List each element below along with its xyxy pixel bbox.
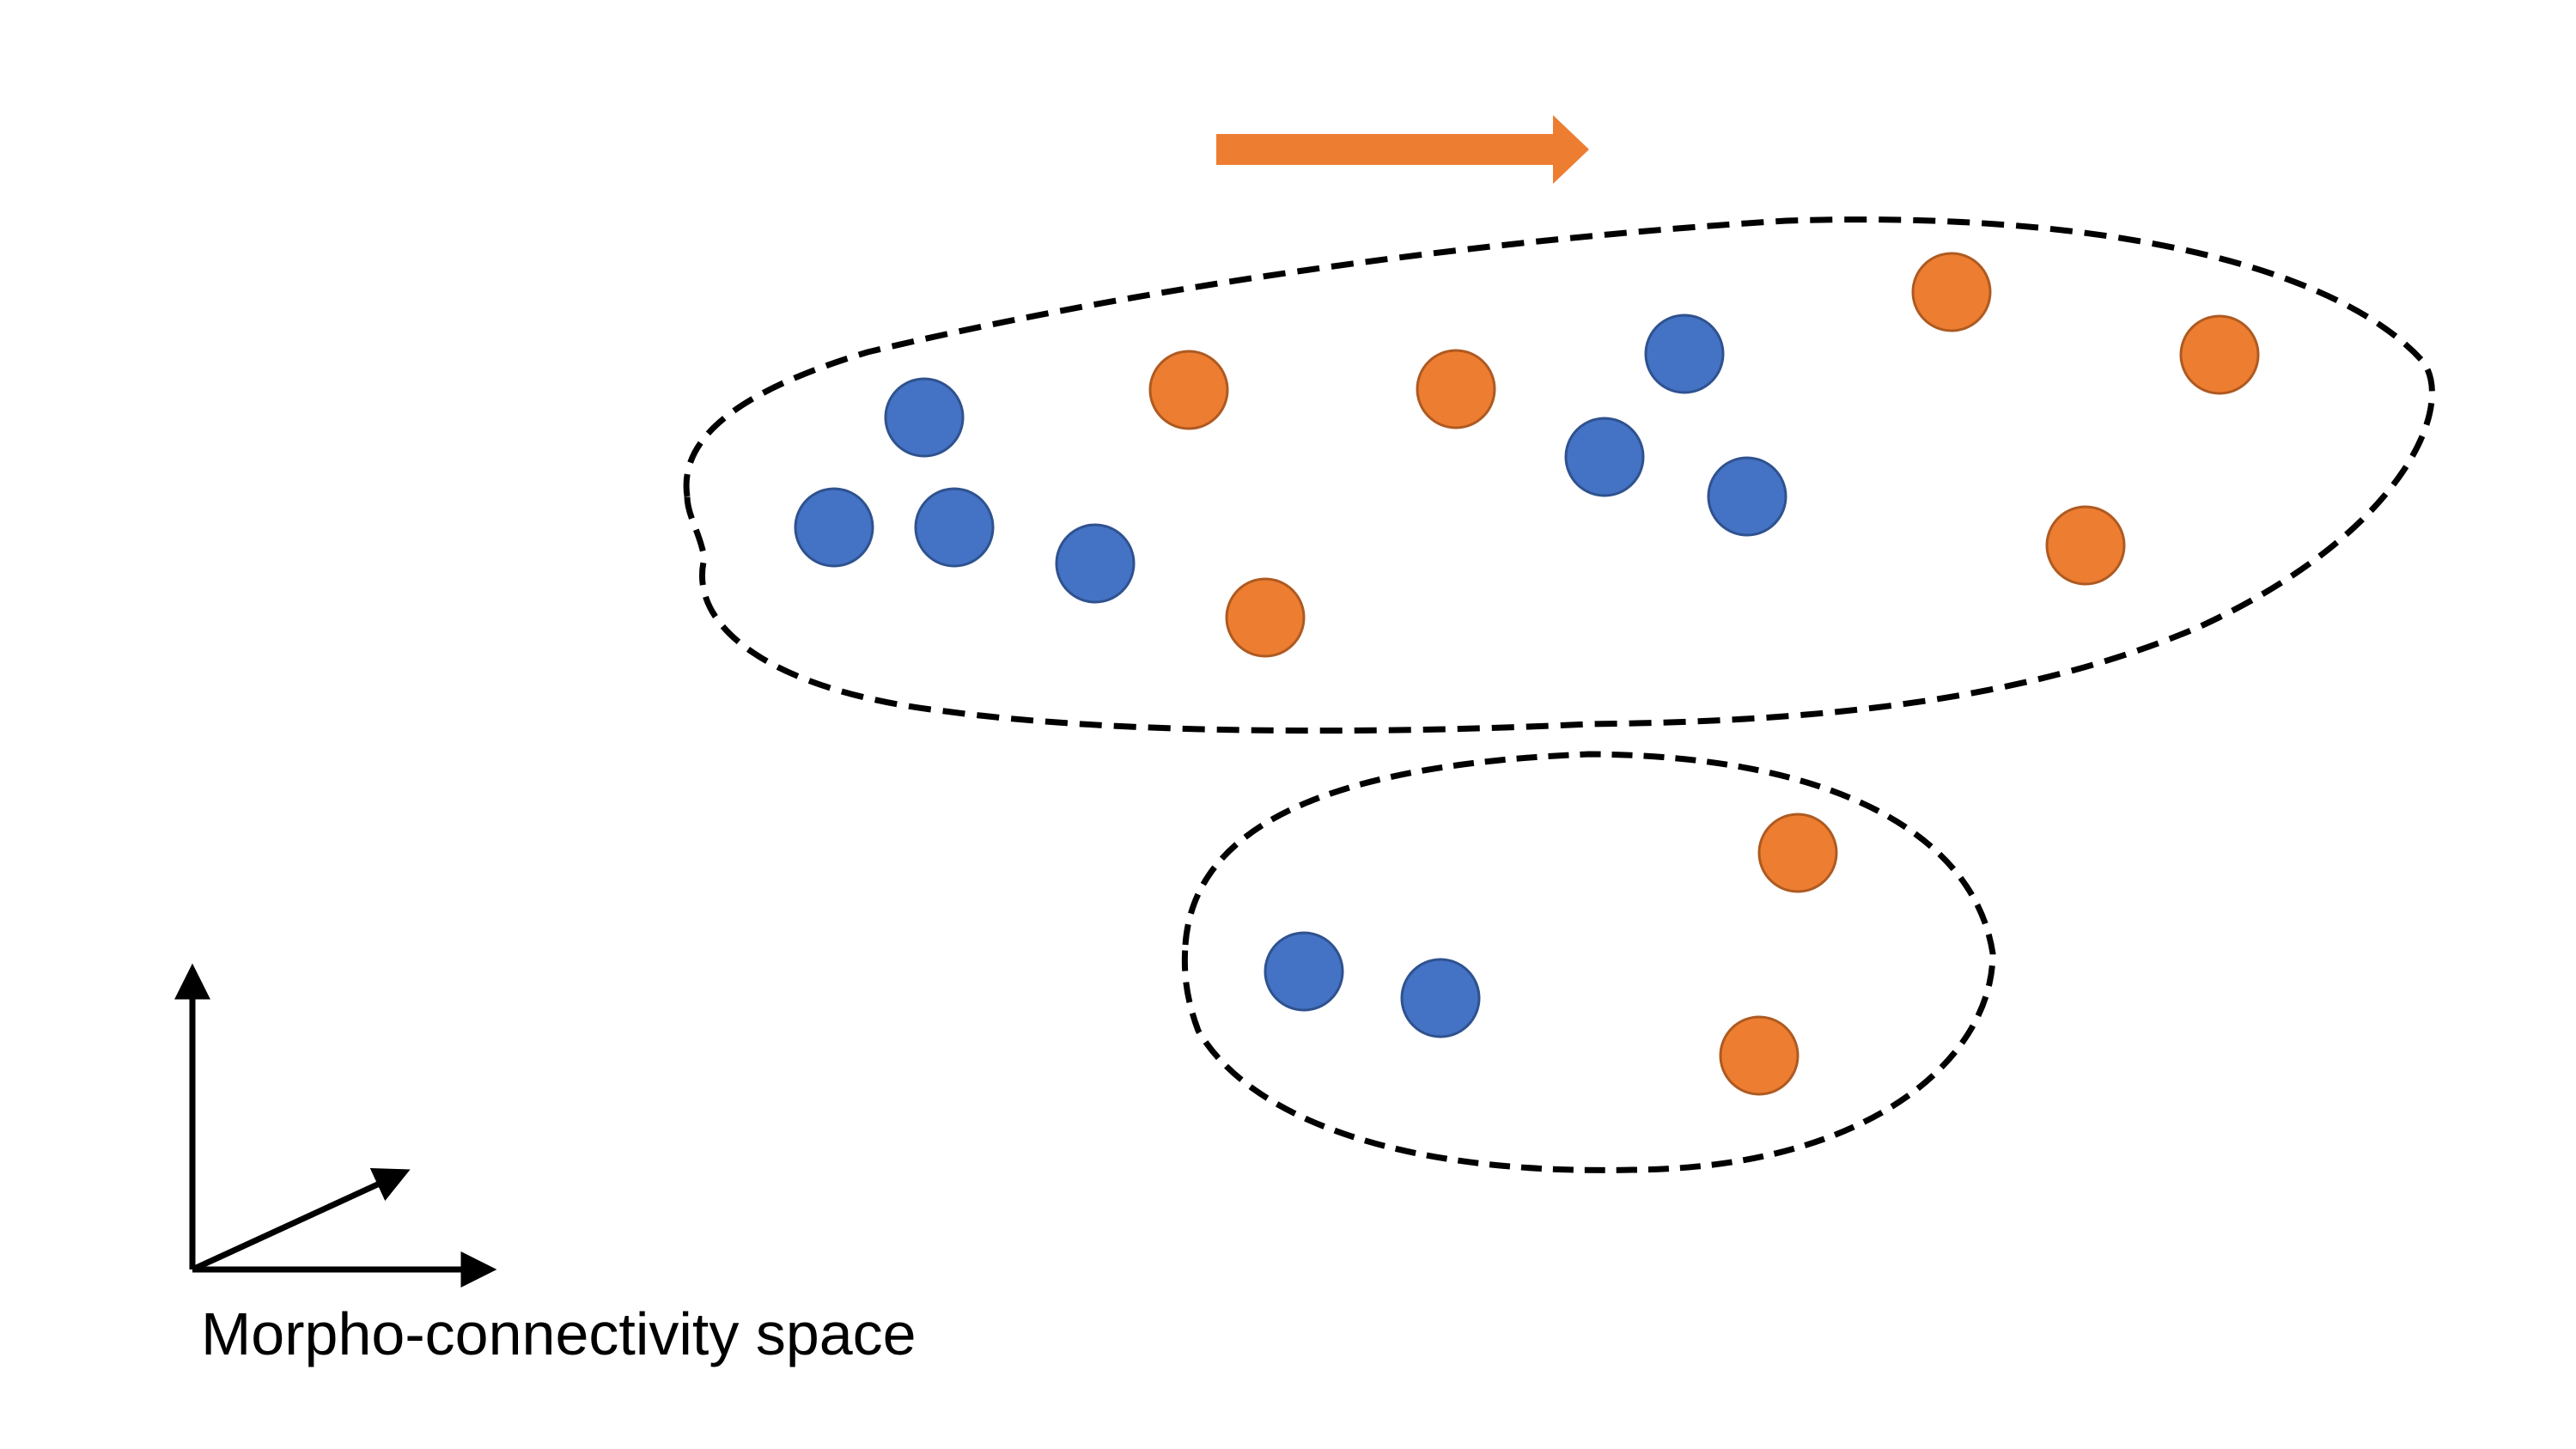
data-point-blue [1400, 958, 1481, 1038]
large-cluster-outline [683, 216, 2435, 734]
data-point-orange [1757, 813, 1838, 893]
data-point-blue [1644, 314, 1725, 394]
data-point-blue [1707, 456, 1787, 537]
axes-caption: Morpho-connectivity space [201, 1300, 917, 1367]
small-cluster-outline [1181, 751, 1996, 1173]
large-cluster-points [794, 252, 2260, 658]
data-point-orange [2179, 314, 2260, 395]
data-point-orange [1148, 350, 1229, 430]
direction-arrow [1216, 115, 1589, 184]
data-point-blue [914, 487, 995, 568]
data-point-blue [794, 487, 874, 568]
direction-arrow-head [1553, 115, 1589, 184]
data-point-blue [884, 377, 965, 458]
data-point-orange [2045, 505, 2126, 586]
data-point-orange [1416, 349, 1496, 429]
axes-icon [174, 963, 497, 1288]
data-point-orange [1719, 1015, 1800, 1096]
direction-arrow-shaft [1216, 134, 1556, 165]
data-point-blue [1564, 417, 1645, 497]
axis-diagonal [191, 1167, 411, 1273]
data-point-orange [1225, 577, 1306, 658]
data-point-orange [1911, 252, 1992, 332]
data-point-blue [1264, 931, 1344, 1012]
data-point-blue [1055, 523, 1136, 604]
small-cluster-points [1264, 813, 1838, 1096]
